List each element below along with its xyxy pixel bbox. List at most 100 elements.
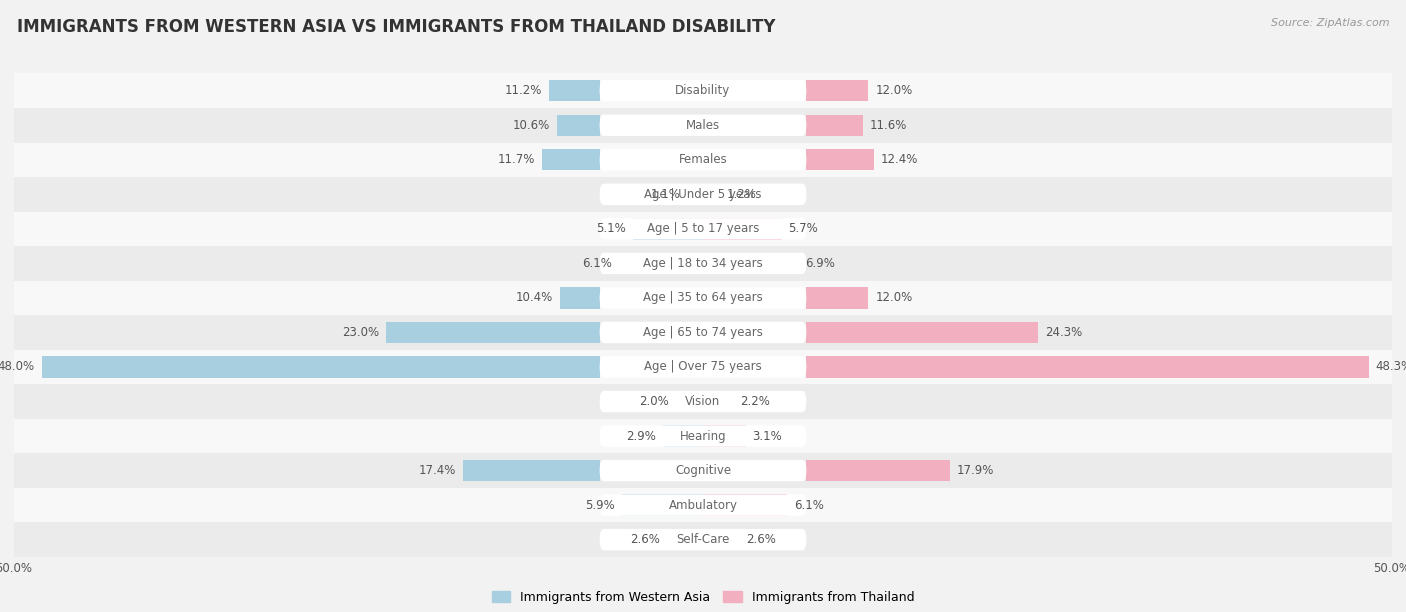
Text: 3.1%: 3.1% xyxy=(752,430,782,442)
FancyBboxPatch shape xyxy=(599,494,807,516)
Text: Age | 35 to 64 years: Age | 35 to 64 years xyxy=(643,291,763,304)
FancyBboxPatch shape xyxy=(599,253,807,274)
Text: Disability: Disability xyxy=(675,84,731,97)
FancyBboxPatch shape xyxy=(599,184,807,205)
Text: 48.0%: 48.0% xyxy=(0,360,35,373)
Bar xyxy=(668,529,703,550)
Text: 10.6%: 10.6% xyxy=(513,119,550,132)
Bar xyxy=(703,253,799,274)
Text: 11.7%: 11.7% xyxy=(498,153,534,166)
Text: 6.1%: 6.1% xyxy=(582,257,612,270)
Bar xyxy=(703,494,787,516)
Text: Source: ZipAtlas.com: Source: ZipAtlas.com xyxy=(1271,18,1389,28)
Text: Cognitive: Cognitive xyxy=(675,464,731,477)
Text: 6.1%: 6.1% xyxy=(794,499,824,512)
Bar xyxy=(633,218,703,239)
Legend: Immigrants from Western Asia, Immigrants from Thailand: Immigrants from Western Asia, Immigrants… xyxy=(486,586,920,609)
FancyBboxPatch shape xyxy=(599,287,807,308)
Bar xyxy=(807,287,869,308)
Bar xyxy=(14,349,1392,384)
Text: Hearing: Hearing xyxy=(679,430,727,442)
Bar xyxy=(703,425,745,447)
Bar xyxy=(14,212,1392,246)
Bar xyxy=(541,149,599,171)
Bar xyxy=(14,315,1392,349)
Text: 17.4%: 17.4% xyxy=(419,464,457,477)
Text: Age | 65 to 74 years: Age | 65 to 74 years xyxy=(643,326,763,339)
Text: Self-Care: Self-Care xyxy=(676,533,730,546)
Bar xyxy=(14,488,1392,523)
Text: 12.0%: 12.0% xyxy=(875,84,912,97)
Text: 11.2%: 11.2% xyxy=(505,84,541,97)
Text: 24.3%: 24.3% xyxy=(1045,326,1083,339)
Text: Age | 5 to 17 years: Age | 5 to 17 years xyxy=(647,222,759,236)
Text: 12.0%: 12.0% xyxy=(875,291,912,304)
Text: 5.9%: 5.9% xyxy=(585,499,614,512)
Bar xyxy=(14,73,1392,108)
Text: 2.9%: 2.9% xyxy=(626,430,657,442)
Text: Males: Males xyxy=(686,119,720,132)
Bar xyxy=(703,184,720,205)
Bar xyxy=(807,460,949,481)
Bar xyxy=(42,356,599,378)
Text: 5.7%: 5.7% xyxy=(789,222,818,236)
Bar xyxy=(14,419,1392,453)
Text: 2.2%: 2.2% xyxy=(740,395,770,408)
Bar xyxy=(14,453,1392,488)
Bar xyxy=(688,184,703,205)
Text: 2.0%: 2.0% xyxy=(638,395,669,408)
FancyBboxPatch shape xyxy=(599,218,807,239)
Text: 11.6%: 11.6% xyxy=(870,119,907,132)
Bar xyxy=(14,108,1392,143)
Text: 1.2%: 1.2% xyxy=(727,188,756,201)
Bar xyxy=(14,384,1392,419)
FancyBboxPatch shape xyxy=(599,460,807,481)
Text: 17.9%: 17.9% xyxy=(956,464,994,477)
Bar xyxy=(557,114,599,136)
Bar xyxy=(14,177,1392,212)
Text: Age | 18 to 34 years: Age | 18 to 34 years xyxy=(643,257,763,270)
Bar xyxy=(703,391,734,412)
FancyBboxPatch shape xyxy=(599,529,807,550)
Bar xyxy=(14,143,1392,177)
Text: 2.6%: 2.6% xyxy=(745,533,776,546)
Text: 5.1%: 5.1% xyxy=(596,222,626,236)
Bar xyxy=(619,253,703,274)
Bar xyxy=(807,149,875,171)
Text: Age | Under 5 years: Age | Under 5 years xyxy=(644,188,762,201)
Bar xyxy=(807,80,869,102)
Bar xyxy=(548,80,599,102)
Text: 23.0%: 23.0% xyxy=(342,326,380,339)
FancyBboxPatch shape xyxy=(599,356,807,378)
FancyBboxPatch shape xyxy=(599,391,807,412)
Bar xyxy=(807,356,1368,378)
Text: 1.1%: 1.1% xyxy=(651,188,681,201)
FancyBboxPatch shape xyxy=(599,80,807,102)
Text: Females: Females xyxy=(679,153,727,166)
Bar xyxy=(807,114,863,136)
Text: 12.4%: 12.4% xyxy=(880,153,918,166)
FancyBboxPatch shape xyxy=(599,425,807,447)
Text: Age | Over 75 years: Age | Over 75 years xyxy=(644,360,762,373)
Bar xyxy=(703,218,782,239)
Bar xyxy=(807,322,1038,343)
Text: Ambulatory: Ambulatory xyxy=(668,499,738,512)
Bar xyxy=(14,281,1392,315)
Bar xyxy=(621,494,703,516)
Bar xyxy=(675,391,703,412)
Bar xyxy=(14,523,1392,557)
Bar xyxy=(463,460,599,481)
Bar xyxy=(560,287,599,308)
Text: IMMIGRANTS FROM WESTERN ASIA VS IMMIGRANTS FROM THAILAND DISABILITY: IMMIGRANTS FROM WESTERN ASIA VS IMMIGRAN… xyxy=(17,18,775,36)
Bar xyxy=(703,529,738,550)
FancyBboxPatch shape xyxy=(599,149,807,171)
Text: 48.3%: 48.3% xyxy=(1375,360,1406,373)
FancyBboxPatch shape xyxy=(599,322,807,343)
FancyBboxPatch shape xyxy=(599,114,807,136)
Bar xyxy=(664,425,703,447)
Bar xyxy=(387,322,599,343)
Bar xyxy=(14,246,1392,281)
Text: Vision: Vision xyxy=(685,395,721,408)
Text: 2.6%: 2.6% xyxy=(630,533,661,546)
Text: 6.9%: 6.9% xyxy=(806,257,835,270)
